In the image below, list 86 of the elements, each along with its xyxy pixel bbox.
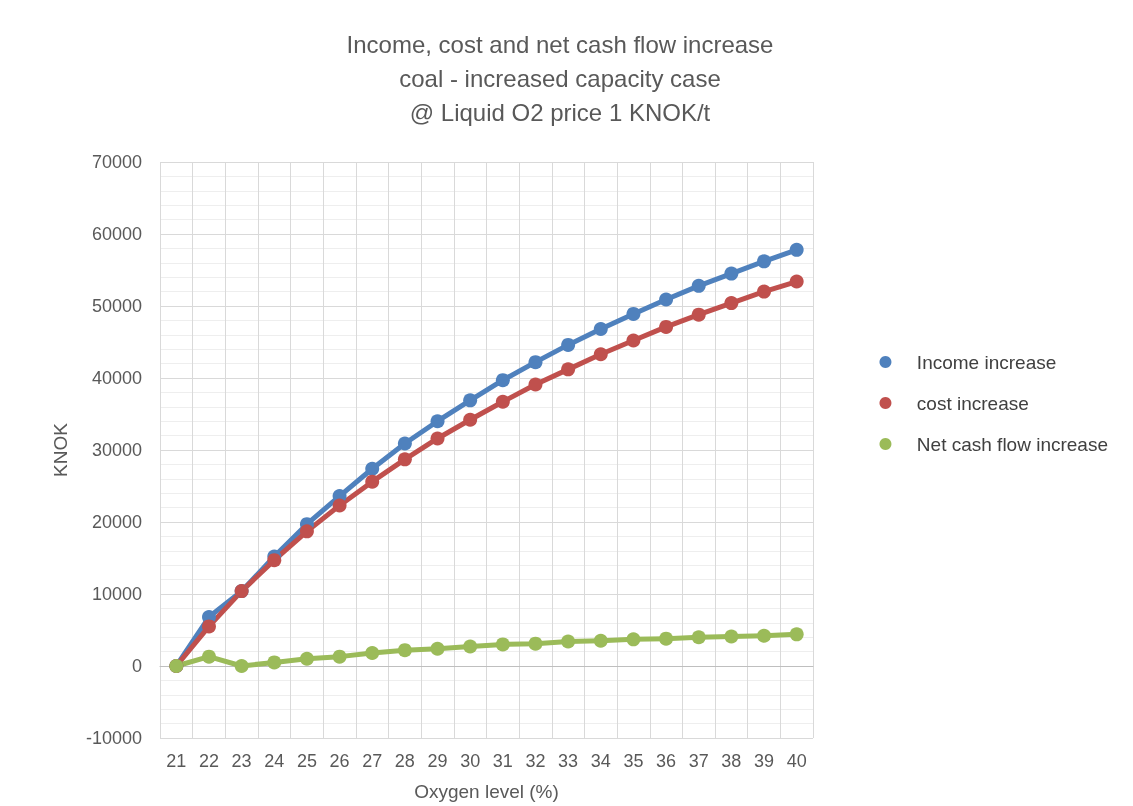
y-axis-title: KNOK bbox=[50, 422, 71, 477]
x-tick-label: 28 bbox=[394, 751, 415, 771]
point bbox=[561, 362, 576, 377]
point bbox=[724, 296, 739, 311]
x-tick-label: 32 bbox=[525, 751, 546, 771]
point bbox=[430, 414, 445, 429]
x-tick-label: 25 bbox=[296, 751, 317, 771]
chart-title: Income, cost and net cash flow increase coal - increased capacity case @ Liquid O2 price 1 KNOK/t bbox=[346, 30, 774, 126]
point bbox=[299, 651, 314, 666]
point bbox=[593, 633, 608, 648]
y-tick-label: -10000 bbox=[85, 728, 142, 748]
point bbox=[299, 524, 314, 539]
x-tick-label: 38 bbox=[721, 751, 742, 771]
point bbox=[495, 394, 510, 409]
point bbox=[659, 631, 674, 646]
point bbox=[757, 254, 772, 269]
x-tick-label: 23 bbox=[231, 751, 252, 771]
x-tick-label: 37 bbox=[688, 751, 709, 771]
point bbox=[365, 461, 380, 476]
point bbox=[365, 646, 380, 661]
point bbox=[234, 659, 249, 673]
x-tick-label: 30 bbox=[460, 751, 481, 771]
point bbox=[789, 627, 804, 642]
point bbox=[267, 553, 282, 568]
point bbox=[626, 632, 641, 647]
x-tick-label: 34 bbox=[590, 751, 611, 771]
x-tick-label: 39 bbox=[754, 751, 775, 771]
point bbox=[365, 474, 380, 489]
point bbox=[463, 412, 478, 427]
point bbox=[757, 284, 772, 299]
point bbox=[332, 649, 347, 664]
x-axis-title: Oxygen level (%) bbox=[414, 781, 559, 802]
y-tick-label: 10000 bbox=[91, 584, 142, 604]
point bbox=[495, 373, 510, 388]
point bbox=[397, 643, 412, 658]
x-tick-label: 26 bbox=[329, 751, 350, 771]
point bbox=[691, 278, 706, 293]
point bbox=[659, 319, 674, 334]
y-tick-label: 0 bbox=[131, 656, 142, 676]
y-tick-label: 50000 bbox=[91, 296, 142, 316]
point bbox=[397, 436, 412, 451]
x-tick-label: 29 bbox=[427, 751, 448, 771]
point bbox=[593, 347, 608, 362]
x-tick-label: 24 bbox=[264, 751, 285, 771]
point bbox=[332, 498, 347, 513]
x-tick-label: 31 bbox=[492, 751, 513, 771]
x-tick-label: 36 bbox=[656, 751, 677, 771]
point bbox=[201, 619, 216, 634]
point bbox=[691, 630, 706, 645]
point bbox=[724, 266, 739, 281]
point bbox=[626, 333, 641, 348]
legend-label: Net cash flow increase bbox=[916, 433, 1109, 455]
y-tick-label: 30000 bbox=[91, 440, 142, 460]
y-tick-label: 40000 bbox=[91, 368, 142, 388]
y-tick-label: 20000 bbox=[91, 512, 142, 532]
point bbox=[757, 628, 772, 643]
y-tick-label: 60000 bbox=[91, 224, 142, 244]
x-tick-label: 40 bbox=[786, 751, 807, 771]
point bbox=[463, 393, 478, 408]
point bbox=[267, 655, 282, 670]
point bbox=[201, 649, 216, 664]
point bbox=[528, 355, 543, 370]
point bbox=[691, 307, 706, 322]
point bbox=[430, 431, 445, 446]
legend-label: cost increase bbox=[916, 392, 1029, 414]
point bbox=[789, 242, 804, 257]
x-tick-label: 33 bbox=[558, 751, 579, 771]
point bbox=[724, 629, 739, 644]
point bbox=[430, 641, 445, 656]
point bbox=[528, 377, 543, 392]
point bbox=[659, 292, 674, 307]
y-tick-label: 70000 bbox=[91, 152, 142, 172]
x-tick-label: 22 bbox=[198, 751, 219, 771]
point bbox=[593, 322, 608, 337]
x-tick-label: 27 bbox=[362, 751, 383, 771]
point bbox=[626, 306, 641, 321]
point bbox=[495, 637, 510, 652]
point bbox=[397, 452, 412, 467]
point bbox=[463, 639, 478, 654]
x-tick-label: 21 bbox=[166, 751, 187, 771]
point bbox=[789, 274, 804, 289]
legend-label: Income increase bbox=[916, 351, 1057, 373]
x-tick-label: 35 bbox=[623, 751, 644, 771]
point bbox=[561, 634, 576, 649]
point bbox=[561, 337, 576, 352]
point bbox=[528, 636, 543, 651]
